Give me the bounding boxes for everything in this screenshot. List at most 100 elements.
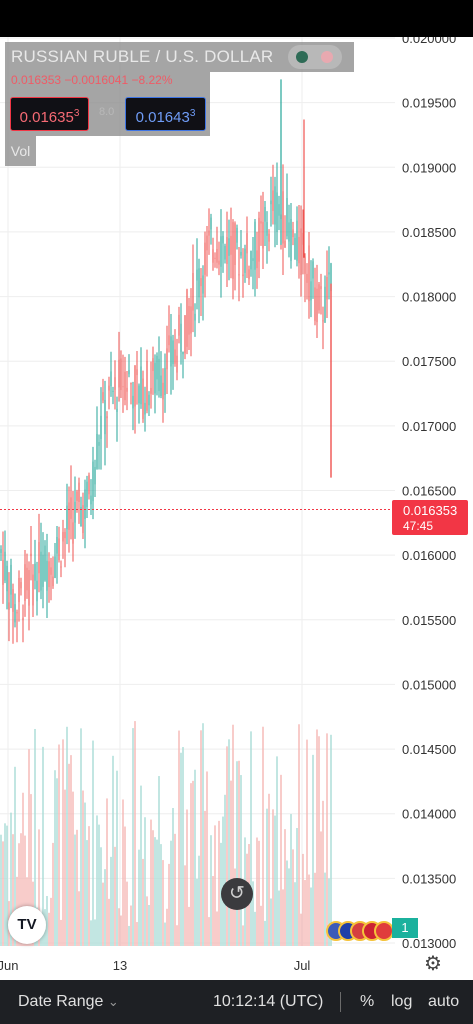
candle-body: [58, 538, 60, 561]
last-price-tag: 0.016353 47:45: [392, 500, 468, 535]
volume-bar: [92, 740, 94, 946]
candle-body: [144, 402, 146, 415]
percent-toggle[interactable]: %: [360, 993, 375, 1010]
price-chart[interactable]: 0.020000 0.019500 0.019000 0.018500 0.018000…: [0, 37, 473, 980]
auto-toggle[interactable]: auto: [428, 993, 460, 1010]
candle-body: [262, 221, 264, 249]
volume-bar: [162, 860, 164, 946]
candle-body: [36, 580, 38, 602]
events-counter[interactable]: 1: [392, 918, 418, 938]
candle-body: [320, 286, 322, 290]
y-tick-label: 0.019500: [402, 96, 456, 111]
volume-bar: [286, 860, 288, 946]
volume-bar: [290, 814, 292, 946]
volume-bar: [328, 878, 330, 946]
volume-bar: [124, 826, 126, 946]
log-toggle[interactable]: log: [391, 993, 413, 1010]
candle-body: [218, 260, 220, 265]
volume-bar: [182, 747, 184, 946]
candle-body: [92, 461, 94, 502]
candle-body: [200, 278, 202, 287]
reset-chart-button[interactable]: ↺: [221, 878, 253, 910]
symbol-legend[interactable]: RUSSIAN RUBLE / U.S. DOLLAR: [5, 42, 354, 72]
volume-bar: [276, 756, 278, 946]
volume-bar: [232, 724, 234, 946]
candle-body: [44, 545, 46, 581]
candle-body: [8, 602, 10, 610]
candle-body: [182, 351, 184, 355]
candle-body: [108, 385, 110, 391]
spread-label: 8.0: [99, 106, 115, 118]
volume-bar: [150, 819, 152, 946]
volume-bar: [18, 843, 20, 946]
legend-toggle[interactable]: [288, 45, 342, 69]
last-price-value: 0.016353: [403, 503, 458, 518]
buy-button[interactable]: 0.016433: [125, 97, 206, 131]
quote-panel: 0.016353 −0.0016041 −8.22% 0.016353 8.0 …: [5, 72, 210, 136]
volume-legend[interactable]: Vol: [5, 136, 36, 166]
volume-bar: [116, 770, 118, 946]
candle-body: [10, 564, 12, 595]
date-range-button[interactable]: Date Range ⌄: [18, 993, 119, 1011]
volume-bar: [314, 872, 316, 946]
gear-icon[interactable]: ⚙: [424, 953, 442, 975]
candle-body: [6, 565, 8, 592]
candle-body: [98, 441, 100, 446]
volume-bar: [188, 906, 190, 946]
volume-bar: [242, 925, 244, 946]
volume-bar: [312, 754, 314, 946]
volume-bar: [2, 841, 4, 946]
candle-body: [324, 286, 326, 323]
candle-body: [46, 560, 48, 591]
status-bar: [0, 0, 473, 37]
volume-bar: [194, 769, 196, 946]
volume-bar: [64, 789, 66, 946]
candle-body: [146, 360, 148, 411]
candle-body: [192, 273, 194, 311]
candle-body: [134, 365, 136, 407]
volume-bar: [296, 828, 298, 946]
candle-body: [60, 566, 62, 568]
volume-bar: [320, 831, 322, 946]
volume-bar: [104, 869, 106, 946]
y-tick-label: 0.014000: [402, 807, 456, 822]
volume-bar: [304, 880, 306, 946]
candle-body: [84, 489, 86, 519]
candle-body: [224, 245, 226, 260]
volume-bar: [266, 808, 268, 946]
volume-bar: [280, 774, 282, 946]
candle-body: [212, 249, 214, 263]
volume-bar: [96, 815, 98, 946]
ca-flag-icon[interactable]: [374, 921, 394, 941]
volume-bar: [52, 842, 54, 946]
candle-body: [52, 576, 54, 587]
volume-bar: [94, 919, 96, 946]
candle-body: [270, 200, 272, 205]
volume-bar: [170, 840, 172, 946]
candle-body: [208, 230, 210, 236]
volume-bar: [46, 896, 48, 946]
ask-price-pip: 3: [189, 108, 196, 119]
volume-bar: [250, 731, 252, 946]
ask-price: 0.01643: [135, 109, 190, 126]
volume-bar: [184, 865, 186, 946]
tv-logo-icon[interactable]: TV: [8, 906, 46, 944]
candle-body: [228, 238, 230, 256]
y-tick-label: 0.017000: [402, 419, 456, 434]
volume-bar: [14, 766, 16, 946]
volume-bar: [308, 874, 310, 946]
candle-body: [288, 222, 290, 242]
volume-bar: [142, 858, 144, 946]
candle-body: [122, 386, 124, 388]
candle-body: [238, 274, 240, 276]
volume-bar: [28, 749, 30, 946]
volume-bar: [238, 760, 240, 946]
candle-body: [68, 502, 70, 530]
sell-button[interactable]: 0.016353: [10, 97, 89, 131]
candle-body: [170, 336, 172, 367]
volume-bar: [176, 925, 178, 946]
utc-time[interactable]: 10:12:14 (UTC): [213, 993, 324, 1010]
candle-body: [106, 416, 108, 419]
volume-bar: [256, 837, 258, 946]
candle-body: [202, 275, 204, 294]
